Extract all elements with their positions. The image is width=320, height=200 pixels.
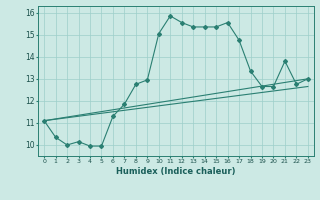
- X-axis label: Humidex (Indice chaleur): Humidex (Indice chaleur): [116, 167, 236, 176]
